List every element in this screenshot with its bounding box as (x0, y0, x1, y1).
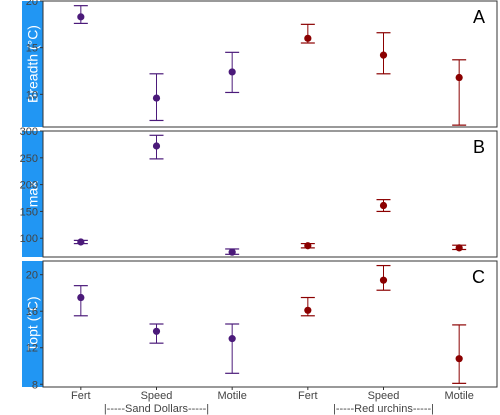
y-tick-label: 20 (26, 0, 38, 8)
panel-border (42, 260, 498, 388)
panel-letter: C (472, 267, 485, 287)
y-tick-label: 100 (20, 233, 38, 245)
x-tick-label: Motile (217, 390, 246, 402)
y-tick-label: 15 (26, 43, 38, 55)
data-point (228, 335, 236, 343)
y-tick-label: 250 (20, 153, 38, 165)
strip-background (22, 131, 43, 257)
data-point (152, 142, 161, 150)
data-point (455, 355, 463, 363)
data-point (304, 34, 312, 42)
data-point (228, 68, 236, 76)
data-point (455, 244, 463, 252)
data-point (77, 238, 85, 246)
y-tick-label: 10 (26, 89, 38, 101)
data-point (379, 51, 388, 59)
strip-label: Breadth (°C) (25, 25, 41, 103)
strip-label: max (25, 181, 41, 207)
x-tick-label: Fert (298, 390, 318, 402)
y-tick-label: 12 (26, 343, 38, 355)
panel-border (42, 0, 498, 128)
data-point (304, 306, 312, 314)
data-point (455, 73, 463, 82)
strip-background (22, 1, 43, 127)
panel-letter: A (473, 7, 485, 27)
error-bar (452, 324, 467, 384)
panel-a: Breadth (°C) 20 15 10 A (22, 0, 498, 128)
error-bar (452, 59, 467, 126)
strip-background (22, 261, 43, 387)
y-tick-label: 200 (20, 180, 38, 192)
strip-label: Topt (°C) (25, 296, 41, 351)
error-bar (225, 323, 240, 374)
x-tick-label: Motile (444, 390, 473, 402)
x-tick-label: Speed (141, 390, 173, 402)
data-point (152, 327, 161, 335)
y-tick-label: 16 (26, 306, 38, 318)
x-tick-label: Speed (368, 390, 400, 402)
data-point (304, 242, 312, 250)
y-tick-label: 8 (32, 379, 38, 391)
group-label: |-----Red urchins-----| (333, 403, 434, 415)
panel-b: max 300 250 200 150 100 B (20, 126, 498, 258)
panel-border (42, 130, 498, 258)
data-point (77, 293, 85, 302)
y-tick-label: 300 (20, 126, 38, 138)
panel-c: Topt (°C) 20 16 12 8 C (22, 260, 498, 391)
data-point (228, 248, 236, 256)
data-point (379, 276, 388, 284)
group-label: |-----Sand Dollars-----| (104, 403, 209, 415)
data-point (77, 13, 85, 21)
y-tick-label: 20 (26, 270, 38, 282)
x-tick-label: Fert (71, 390, 91, 402)
y-tick-label: 150 (20, 206, 38, 218)
panel-letter: B (473, 137, 485, 157)
data-point (379, 201, 388, 210)
data-point (152, 94, 161, 102)
